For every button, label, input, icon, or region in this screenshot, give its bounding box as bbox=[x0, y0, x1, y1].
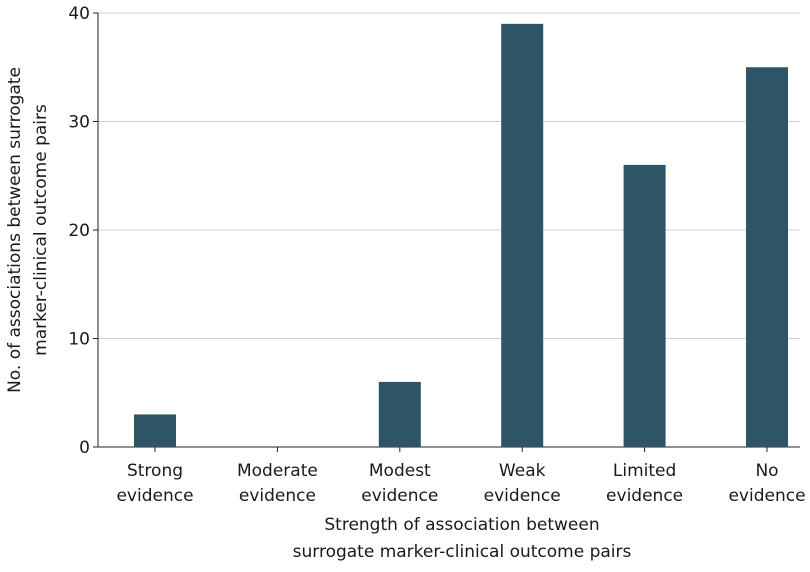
x-tick-label: Weak evidence bbox=[484, 461, 561, 506]
bar bbox=[501, 23, 544, 447]
x-axis-title: surrogate marker-clinical outcome pairs bbox=[293, 542, 632, 562]
y-tick-label: 10 bbox=[68, 330, 90, 350]
x-tick-label: Modest evidence bbox=[361, 461, 438, 506]
y-axis-title: marker-clinical outcome pairs bbox=[31, 104, 51, 356]
y-tick-label: 20 bbox=[68, 221, 90, 241]
bar bbox=[623, 164, 666, 447]
x-tick-label: Moderate evidence bbox=[237, 461, 318, 506]
x-axis-title: Strength of association between bbox=[324, 515, 599, 535]
bar bbox=[746, 67, 788, 447]
y-tick-label: 0 bbox=[79, 438, 90, 458]
bar bbox=[134, 414, 176, 447]
x-tick-label: No evidence bbox=[728, 461, 805, 506]
y-tick-label: 40 bbox=[68, 4, 90, 24]
bar bbox=[378, 381, 421, 447]
x-tick-label: Limited evidence bbox=[606, 461, 683, 506]
y-tick-label: 30 bbox=[68, 113, 90, 133]
x-tick-label: Strong evidence bbox=[116, 461, 193, 506]
y-axis-title: No. of associations between surrogate bbox=[5, 67, 25, 393]
